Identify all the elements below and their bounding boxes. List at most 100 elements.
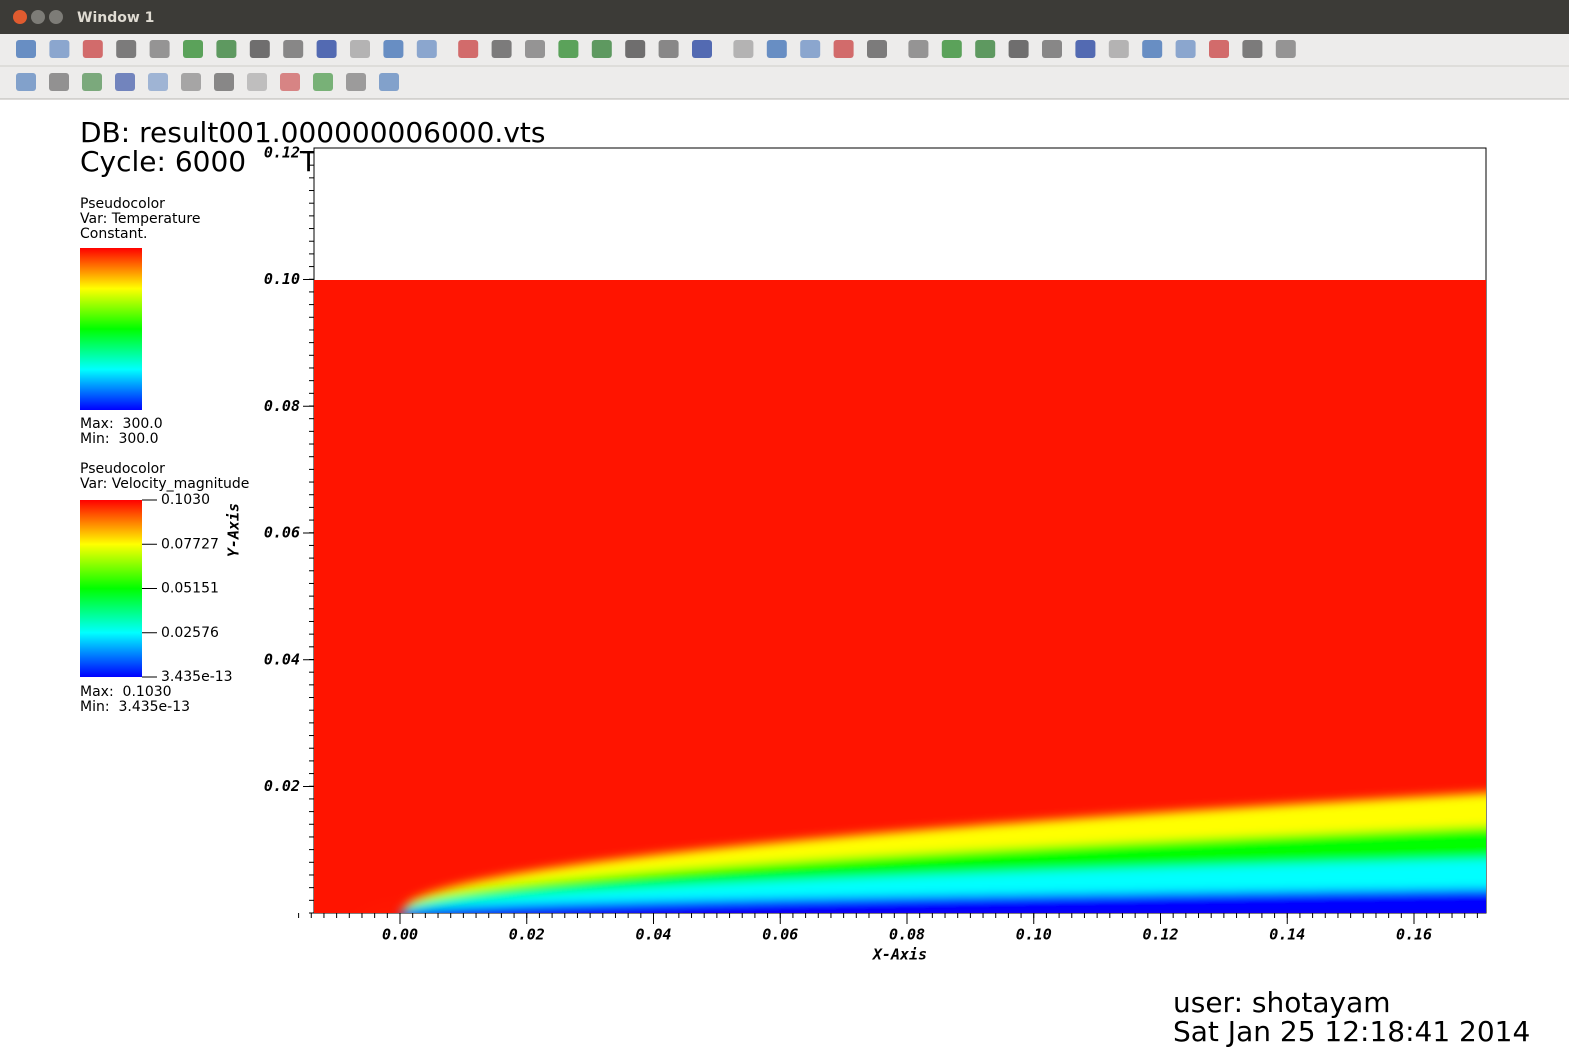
toolbar-button[interactable] <box>1042 40 1062 58</box>
window-title: Window 1 <box>77 10 154 26</box>
close-button[interactable] <box>13 10 27 24</box>
y-tick-label: 0.10 <box>264 270 300 288</box>
toolbar-button[interactable] <box>1008 40 1029 58</box>
colorbar-tick-label: 0.07727 <box>161 536 219 552</box>
toolbar-button[interactable] <box>800 40 821 58</box>
x-tick-label: 0.02 <box>509 926 545 944</box>
toolbar-button[interactable] <box>1075 40 1096 58</box>
legend-note: Constant. <box>80 226 147 242</box>
y-tick-label: 0.06 <box>264 524 300 542</box>
toolbar-button[interactable] <box>313 73 333 91</box>
toolbar-button[interactable] <box>49 73 69 91</box>
legend-min: Min: 300.0 <box>80 431 159 447</box>
toolbar-button[interactable] <box>975 40 996 58</box>
toolbar-button[interactable] <box>16 40 36 58</box>
legend-min: Min: 3.435e-13 <box>80 699 190 715</box>
toolbar-button[interactable] <box>833 40 854 58</box>
x-tick-label: 0.14 <box>1269 926 1305 944</box>
toolbar-button[interactable] <box>658 40 679 58</box>
toolbar-button[interactable] <box>82 40 103 58</box>
legend-plot: Pseudocolor <box>80 461 165 477</box>
toolbar-button[interactable] <box>1175 40 1196 58</box>
toolbar-button[interactable] <box>1142 40 1163 58</box>
toolbar-button[interactable] <box>1275 40 1296 58</box>
toolbar-button[interactable] <box>908 40 929 58</box>
x-axis-title: X-Axis <box>871 946 927 964</box>
velocity-band <box>400 889 1486 913</box>
minimize-button[interactable] <box>31 10 45 24</box>
legend-max: Max: 300.0 <box>80 416 163 432</box>
toolbar-button[interactable] <box>183 40 203 58</box>
toolbar-button[interactable] <box>525 40 545 58</box>
toolbar-button[interactable] <box>733 40 754 58</box>
toolbar-button[interactable] <box>181 73 201 91</box>
toolbar-button[interactable] <box>383 40 404 58</box>
toolbar-button[interactable] <box>214 73 234 91</box>
colorbar-tick-label: 0.05151 <box>161 581 219 597</box>
toolbar-button[interactable] <box>941 40 962 58</box>
colorbar-tick-label: 3.435e-13 <box>161 669 233 685</box>
toolbar-button[interactable] <box>692 40 712 58</box>
maximize-button[interactable] <box>49 10 63 24</box>
toolbar-button[interactable] <box>149 40 170 58</box>
colorbar-tick-label: 0.02576 <box>161 625 219 641</box>
db-label: DB: result001.000000006000.vts <box>80 116 545 149</box>
legend-plot: Pseudocolor <box>80 196 165 212</box>
toolbar-button[interactable] <box>591 40 612 58</box>
title-bar <box>0 0 1569 34</box>
toolbar-button[interactable] <box>416 40 437 58</box>
user-label: user: shotayam <box>1173 986 1391 1019</box>
toolbar-button[interactable] <box>115 73 135 91</box>
axes: 0.00 0.02 0.04 0.06 0.08 0.10 0.12 0.14 0.16 0.02… <box>142 143 1478 944</box>
toolbar-button[interactable] <box>558 40 579 58</box>
y-tick-label: 0.08 <box>264 397 300 415</box>
toolbar-button[interactable] <box>249 40 270 58</box>
toolbar-button[interactable] <box>116 40 137 58</box>
toolbar-button[interactable] <box>49 40 70 58</box>
color-bar <box>80 500 142 677</box>
x-tick-label: 0.00 <box>382 926 418 944</box>
legend-var: Var: Velocity_magnitude <box>80 476 249 492</box>
toolbar-button[interactable] <box>379 73 399 91</box>
toolbar-button[interactable] <box>491 40 512 58</box>
colorbar-tick-label: 0.1030 <box>161 492 210 508</box>
x-tick-label: 0.08 <box>889 926 925 944</box>
date-label: Sat Jan 25 12:18:41 2014 <box>1173 1015 1530 1048</box>
toolbar-button[interactable] <box>458 40 479 58</box>
field <box>314 280 1486 913</box>
toolbar-button[interactable] <box>247 73 267 91</box>
toolbar-button[interactable] <box>625 40 646 58</box>
toolbar-button[interactable] <box>766 40 787 58</box>
x-tick-label: 0.06 <box>762 926 798 944</box>
toolbar-icons <box>16 40 1296 91</box>
x-tick-label: 0.04 <box>635 926 671 944</box>
y-tick-label: 0.12 <box>264 143 300 161</box>
y-axis-title: Y-Axis <box>225 503 243 557</box>
color-bar <box>80 248 142 410</box>
x-tick-label: 0.16 <box>1396 926 1432 944</box>
toolbar-button[interactable] <box>1108 40 1129 58</box>
toolbar-button[interactable] <box>148 73 168 91</box>
toolbar-button[interactable] <box>280 73 300 91</box>
toolbar-button[interactable] <box>1242 40 1263 58</box>
toolbar-button[interactable] <box>867 40 887 58</box>
toolbar-button[interactable] <box>82 73 102 91</box>
toolbar-button[interactable] <box>350 40 370 58</box>
cycle-label: Cycle: 6000 <box>80 145 246 178</box>
y-tick-label: 0.02 <box>264 777 300 795</box>
toolbar-button[interactable] <box>216 40 237 58</box>
legend-var: Var: Temperature <box>80 211 200 227</box>
toolbar-button[interactable] <box>1209 40 1229 58</box>
stagnation-glow <box>314 793 490 913</box>
legend-max: Max: 0.1030 <box>80 684 172 700</box>
boundary-layer <box>400 793 1486 913</box>
toolbar-button[interactable] <box>316 40 337 58</box>
toolbar-button[interactable] <box>346 73 366 91</box>
toolbar-button[interactable] <box>283 40 304 58</box>
x-tick-label: 0.10 <box>1016 926 1052 944</box>
toolbar-button[interactable] <box>16 73 36 91</box>
y-tick-label: 0.04 <box>264 650 300 668</box>
